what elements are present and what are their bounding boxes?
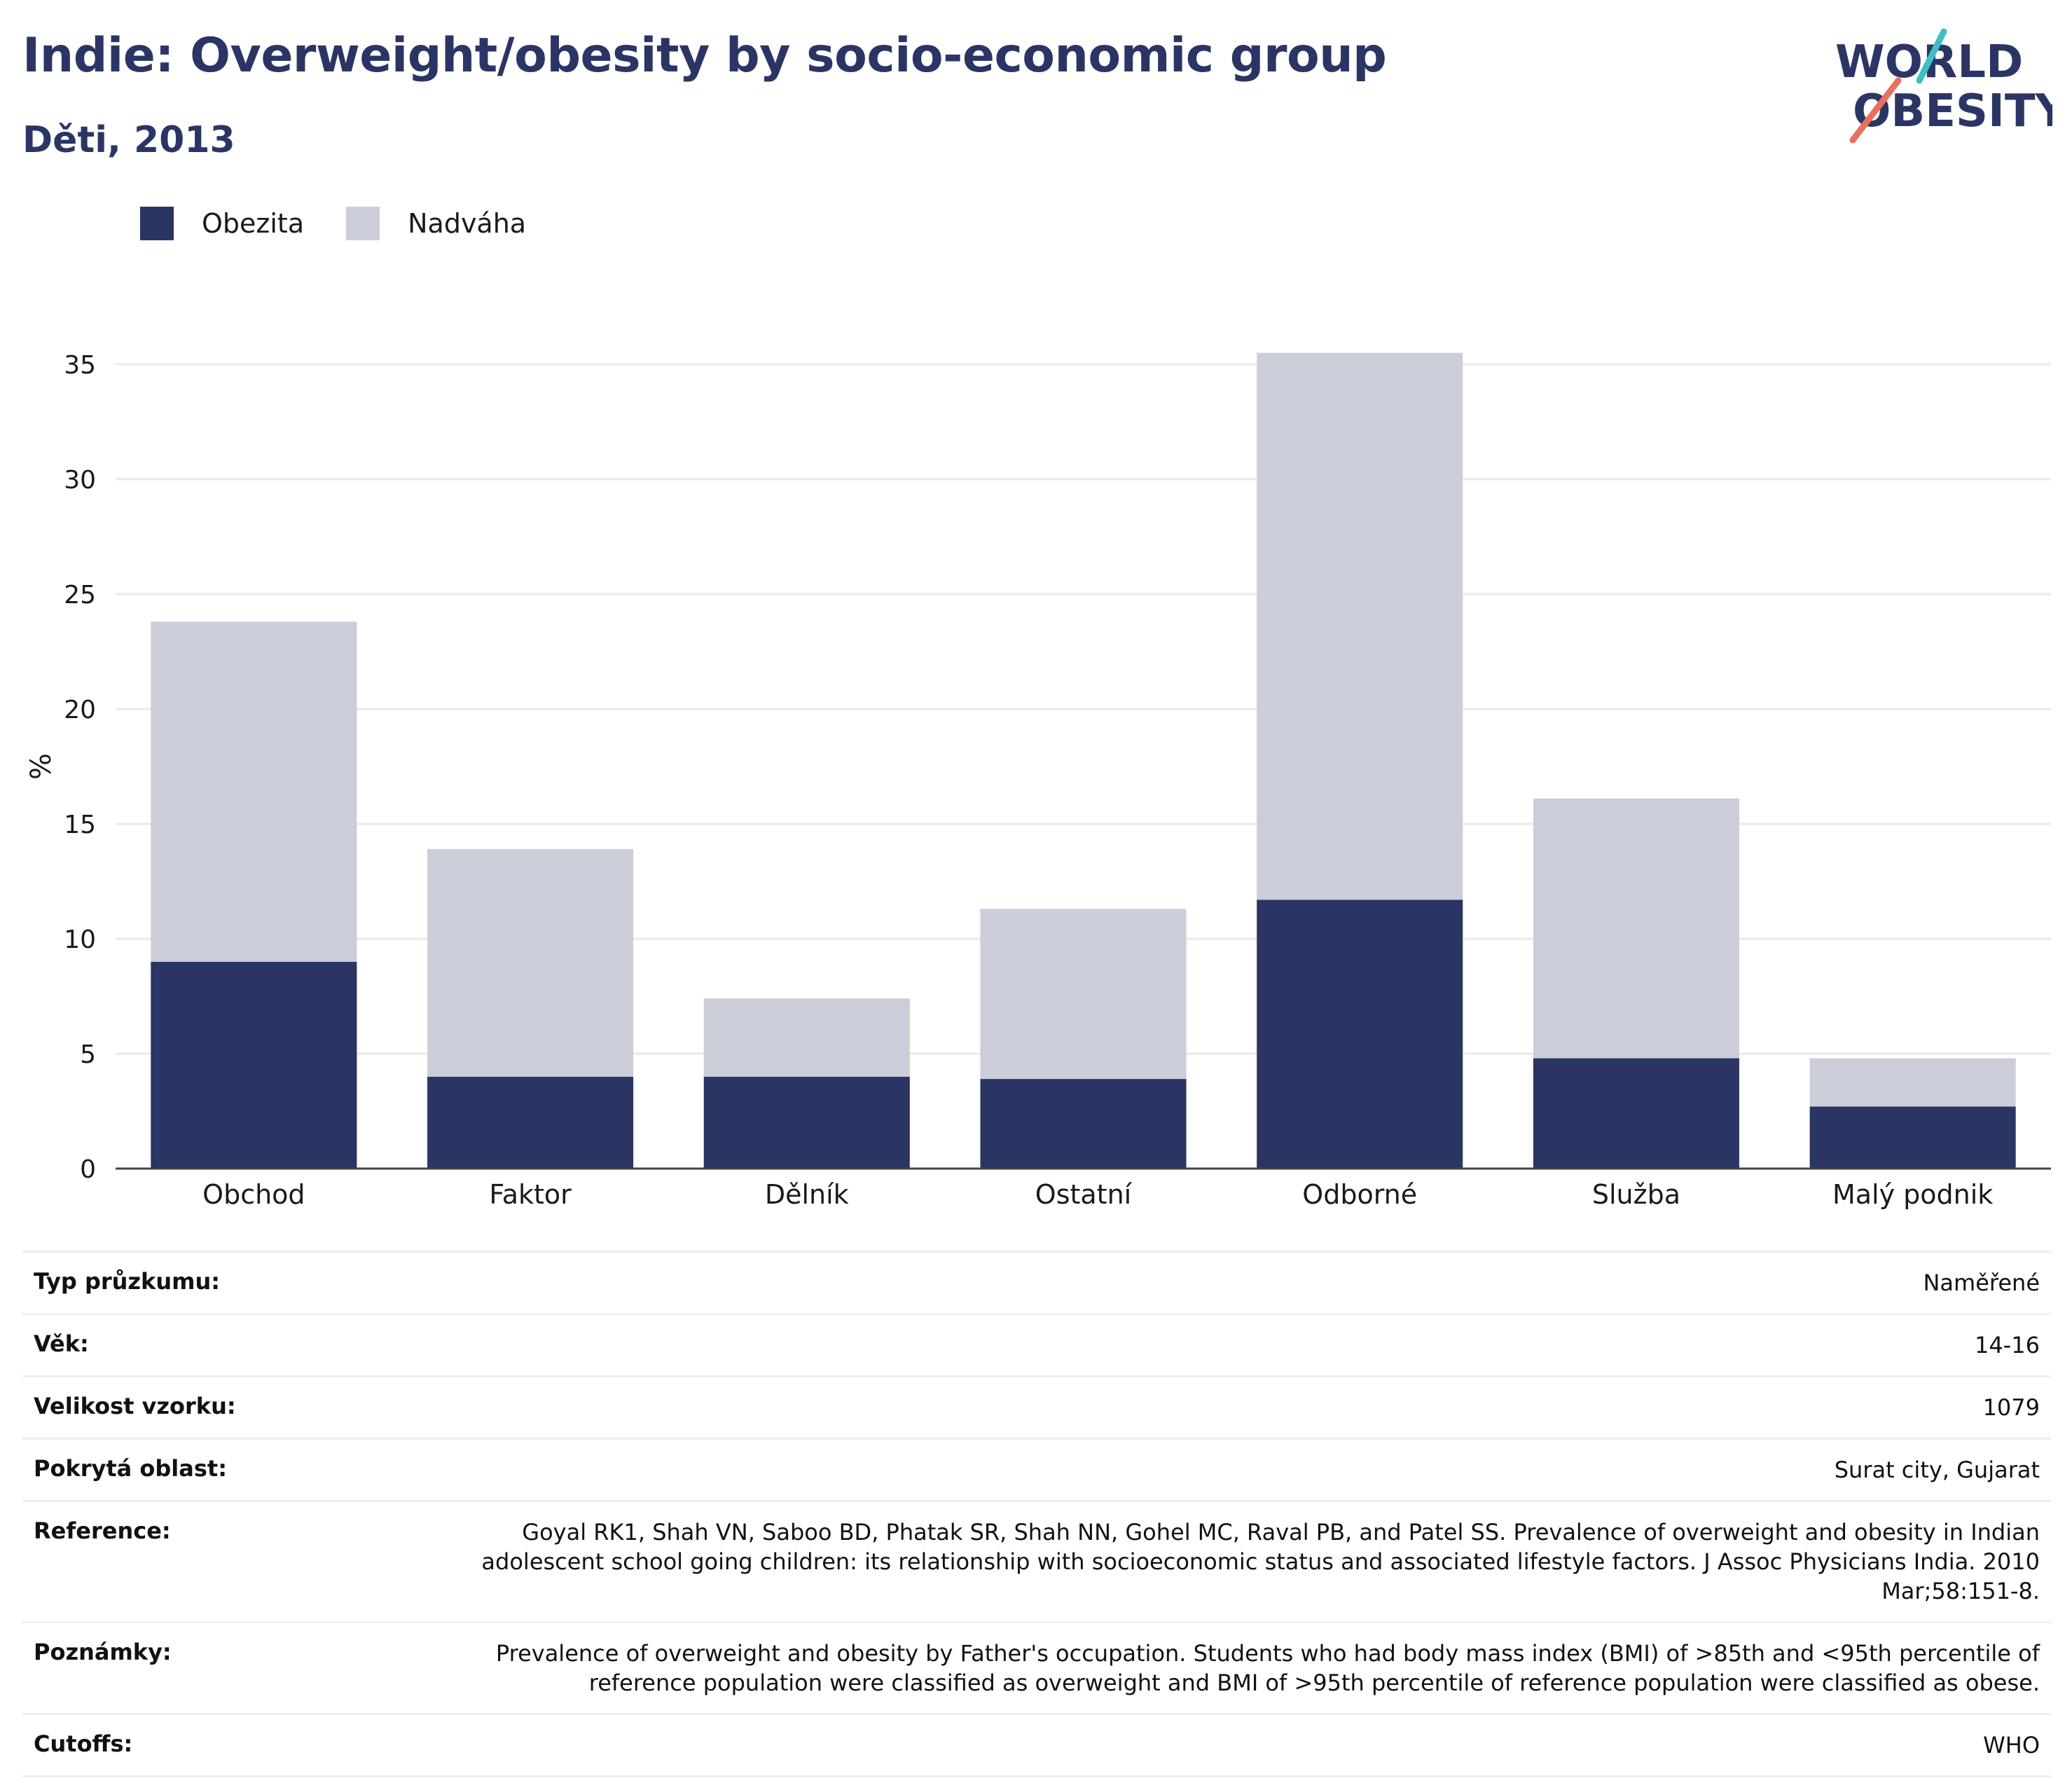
meta-row-area: Pokrytá oblast: Surat city, Gujarat	[22, 1438, 2051, 1500]
legend-item-nadvaha[interactable]: Nadváha	[346, 207, 526, 240]
x-tick-label: Faktor	[489, 1179, 572, 1210]
bar-nadvaha	[1533, 798, 1739, 1059]
y-tick-label: 5	[80, 1040, 96, 1069]
bar-obezita	[1257, 900, 1463, 1169]
legend-swatch-nadvaha	[346, 207, 380, 240]
x-tick-label: Ostatní	[1035, 1179, 1133, 1210]
bar-nadvaha	[151, 621, 357, 962]
y-tick-label: 10	[64, 925, 96, 954]
bar-obezita	[1809, 1106, 2016, 1169]
y-tick-label: 25	[64, 581, 96, 610]
x-tick-label: Obchod	[202, 1179, 305, 1210]
stacked-bar-chart: 0 5 10 15 20 25 30 35% Obchod Faktor Dělník Ostatní…	[25, 351, 2051, 1210]
meta-value: WHO	[1983, 1732, 2040, 1758]
meta-row-age: Věk: 14-16	[22, 1313, 2051, 1375]
x-tick-label: Malý podnik	[1832, 1179, 1993, 1210]
y-axis-label: %	[25, 753, 57, 780]
x-tick-label: Služba	[1592, 1179, 1680, 1210]
chart-title: Indie: Overweight/obesity by socio-econo…	[22, 28, 1387, 83]
y-tick-label: 30	[64, 466, 96, 495]
x-tick-label: Dělník	[765, 1179, 849, 1210]
bar-obezita	[1533, 1058, 1739, 1169]
meta-row-survey-type: Typ průzkumu: Naměřené	[22, 1251, 2051, 1313]
meta-value: Goyal RK1, Shah VN, Saboo BD, Phatak SR,…	[481, 1519, 2040, 1604]
bar-nadvaha	[1257, 352, 1463, 900]
meta-value: Surat city, Gujarat	[1834, 1457, 2040, 1483]
y-tick-label: 15	[64, 811, 96, 839]
meta-label: Reference:	[34, 1517, 171, 1544]
meta-row-notes: Poznámky: Prevalence of overweight and o…	[22, 1621, 2051, 1713]
meta-row-reference: Reference: Goyal RK1, Shah VN, Saboo BD,…	[22, 1500, 2051, 1621]
y-tick-label: 0	[80, 1155, 96, 1184]
meta-label: Poznámky:	[34, 1639, 172, 1665]
y-tick-label: 35	[64, 351, 96, 380]
bar-obezita	[703, 1076, 910, 1169]
meta-label: Velikost vzorku:	[34, 1393, 236, 1419]
chart-legend: Obezita Nadváha	[140, 207, 568, 240]
bar-obezita	[151, 961, 357, 1169]
logo-line2: OBESITY	[1853, 85, 2052, 137]
legend-label-nadvaha: Nadváha	[408, 208, 527, 239]
bar-nadvaha	[427, 849, 634, 1077]
bar-nadvaha	[703, 998, 910, 1077]
meta-value: 1079	[1982, 1394, 2040, 1421]
meta-label: Pokrytá oblast:	[34, 1455, 227, 1482]
meta-value: Naměřené	[1923, 1269, 2040, 1296]
metadata-table: Typ průzkumu: Naměřené Věk: 14-16 Veliko…	[22, 1251, 2051, 1777]
meta-value: 14-16	[1975, 1332, 2040, 1358]
bar-obezita	[427, 1076, 634, 1169]
meta-row-cutoffs: Cutoffs: WHO	[22, 1713, 2051, 1777]
bar-obezita	[980, 1079, 1187, 1169]
legend-label-obezita: Obezita	[202, 208, 305, 239]
chart-subtitle: Děti, 2013	[22, 119, 235, 161]
legend-item-obezita[interactable]: Obezita	[140, 207, 304, 240]
logo-slash-coral	[1849, 77, 1902, 144]
bar-nadvaha	[980, 909, 1187, 1080]
meta-row-sample-size: Velikost vzorku: 1079	[22, 1375, 2051, 1438]
meta-label: Cutoffs:	[34, 1730, 133, 1757]
logo-slash-teal	[1916, 28, 1947, 84]
meta-label: Typ průzkumu:	[34, 1268, 221, 1295]
meta-label: Věk:	[34, 1330, 89, 1357]
y-tick-label: 20	[64, 696, 96, 724]
meta-value: Prevalence of overweight and obesity by …	[495, 1640, 2040, 1696]
world-obesity-logo: WORLD OBESITY	[1835, 28, 2052, 144]
legend-swatch-obezita	[140, 207, 174, 240]
bar-nadvaha	[1809, 1058, 2016, 1107]
x-tick-label: Odborné	[1302, 1179, 1417, 1210]
